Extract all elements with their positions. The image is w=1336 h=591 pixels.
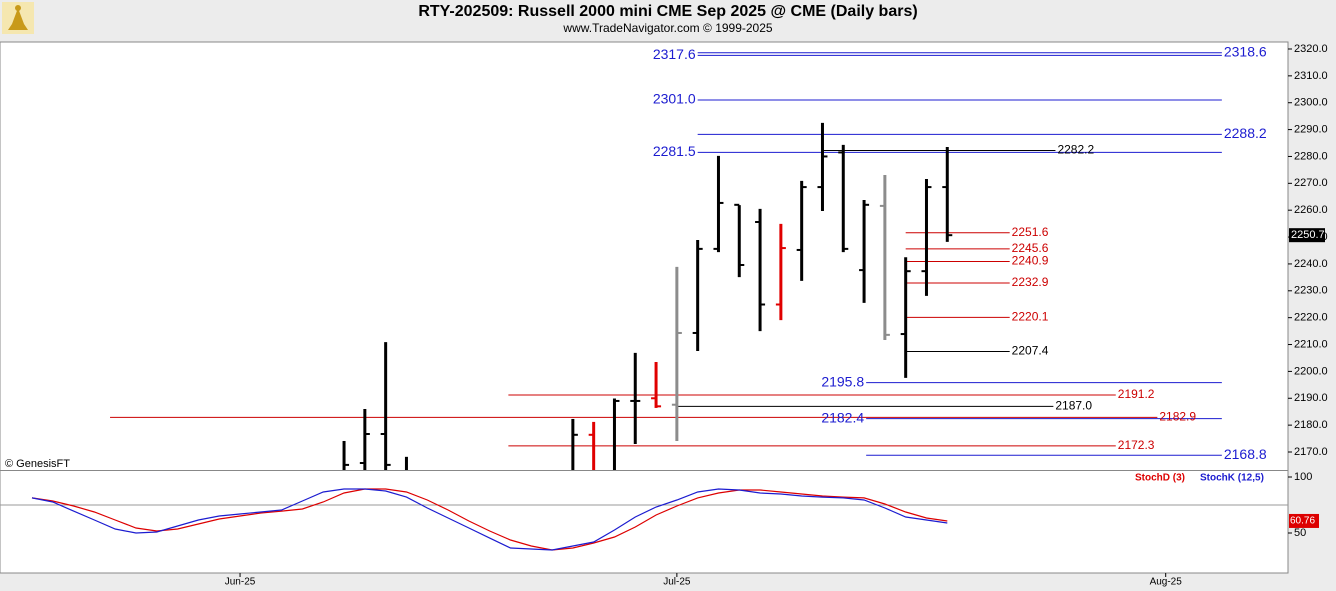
y-tick-label: 2220.0 <box>1294 312 1328 324</box>
y-tick-label: 2270.0 <box>1294 177 1328 189</box>
stoch-line <box>31 488 948 551</box>
x-tick-label: Jun-25 <box>225 577 256 588</box>
level-label: 2195.8 <box>821 373 864 389</box>
level-label: 2240.9 <box>1012 254 1049 268</box>
level-label: 2318.6 <box>1224 43 1267 59</box>
stoch-panel <box>0 488 1288 551</box>
y-tick-label: 2300.0 <box>1294 97 1328 109</box>
level-label: 2281.5 <box>653 143 696 159</box>
stoch-line <box>31 488 948 551</box>
level-label: 2182.4 <box>821 409 864 425</box>
level-label: 2317.6 <box>653 46 696 62</box>
chart-subtitle: www.TradeNavigator.com © 1999-2025 <box>562 21 772 35</box>
y-tick-label: 2290.0 <box>1294 123 1328 135</box>
y-tick-label: 2170.0 <box>1294 446 1328 458</box>
level-label: 2168.8 <box>1224 446 1267 462</box>
legend-entry: StochK (12,5) <box>1200 473 1264 484</box>
y-tick-label: 100 <box>1294 471 1312 483</box>
last-price-box <box>1289 228 1325 243</box>
y-tick-label: 2230.0 <box>1294 285 1328 297</box>
level-label: 2207.4 <box>1012 344 1049 358</box>
y-tick-label: 2240.0 <box>1294 258 1328 270</box>
y-tick-label: 2310.0 <box>1294 70 1328 82</box>
x-tick-label: Jul-25 <box>663 577 691 588</box>
x-tick-label: Aug-25 <box>1150 577 1183 588</box>
level-label: 2245.6 <box>1012 241 1049 255</box>
price-panel <box>110 52 1222 470</box>
level-label: 2172.3 <box>1118 438 1155 452</box>
logo-dot <box>15 5 21 11</box>
y-tick-label: 2200.0 <box>1294 365 1328 377</box>
last-price-label: 2250.7 <box>1291 229 1325 241</box>
y-tick-label: 2210.0 <box>1294 338 1328 350</box>
level-label: 2182.9 <box>1159 410 1196 424</box>
level-label: 2220.1 <box>1012 310 1049 324</box>
logo-mark <box>8 8 28 30</box>
plot-area <box>0 41 1289 574</box>
axes: 2170.0 2180.0 2190.0 2200.0 2210.0 2220.0 2230… <box>225 43 1328 588</box>
y-tick-label: 2190.0 <box>1294 392 1328 404</box>
level-label: 2191.2 <box>1118 387 1155 401</box>
legend-entry: StochD (3) <box>1135 473 1185 484</box>
y-tick-label: 50 <box>1294 527 1306 539</box>
level-label: 2282.2 <box>1057 143 1094 157</box>
y-tick-label: 2320.0 <box>1294 43 1328 55</box>
credit: © GenesisFT <box>5 458 70 470</box>
y-tick-label: 2280.0 <box>1294 150 1328 162</box>
level-label: 2187.0 <box>1055 398 1092 412</box>
level-label: 2251.6 <box>1012 225 1049 239</box>
level-label: 2232.9 <box>1012 275 1049 289</box>
chart-title: RTY-202509: Russell 2000 mini CME Sep 20… <box>418 3 917 20</box>
y-tick-label: 2260.0 <box>1294 204 1328 216</box>
last-value-box <box>1289 513 1319 528</box>
level-label: 2301.0 <box>653 91 696 107</box>
level-label: 2288.2 <box>1224 125 1267 141</box>
y-tick-label: 2180.0 <box>1294 419 1328 431</box>
logo <box>2 2 34 34</box>
last-value-label: 60.76 <box>1290 516 1315 527</box>
